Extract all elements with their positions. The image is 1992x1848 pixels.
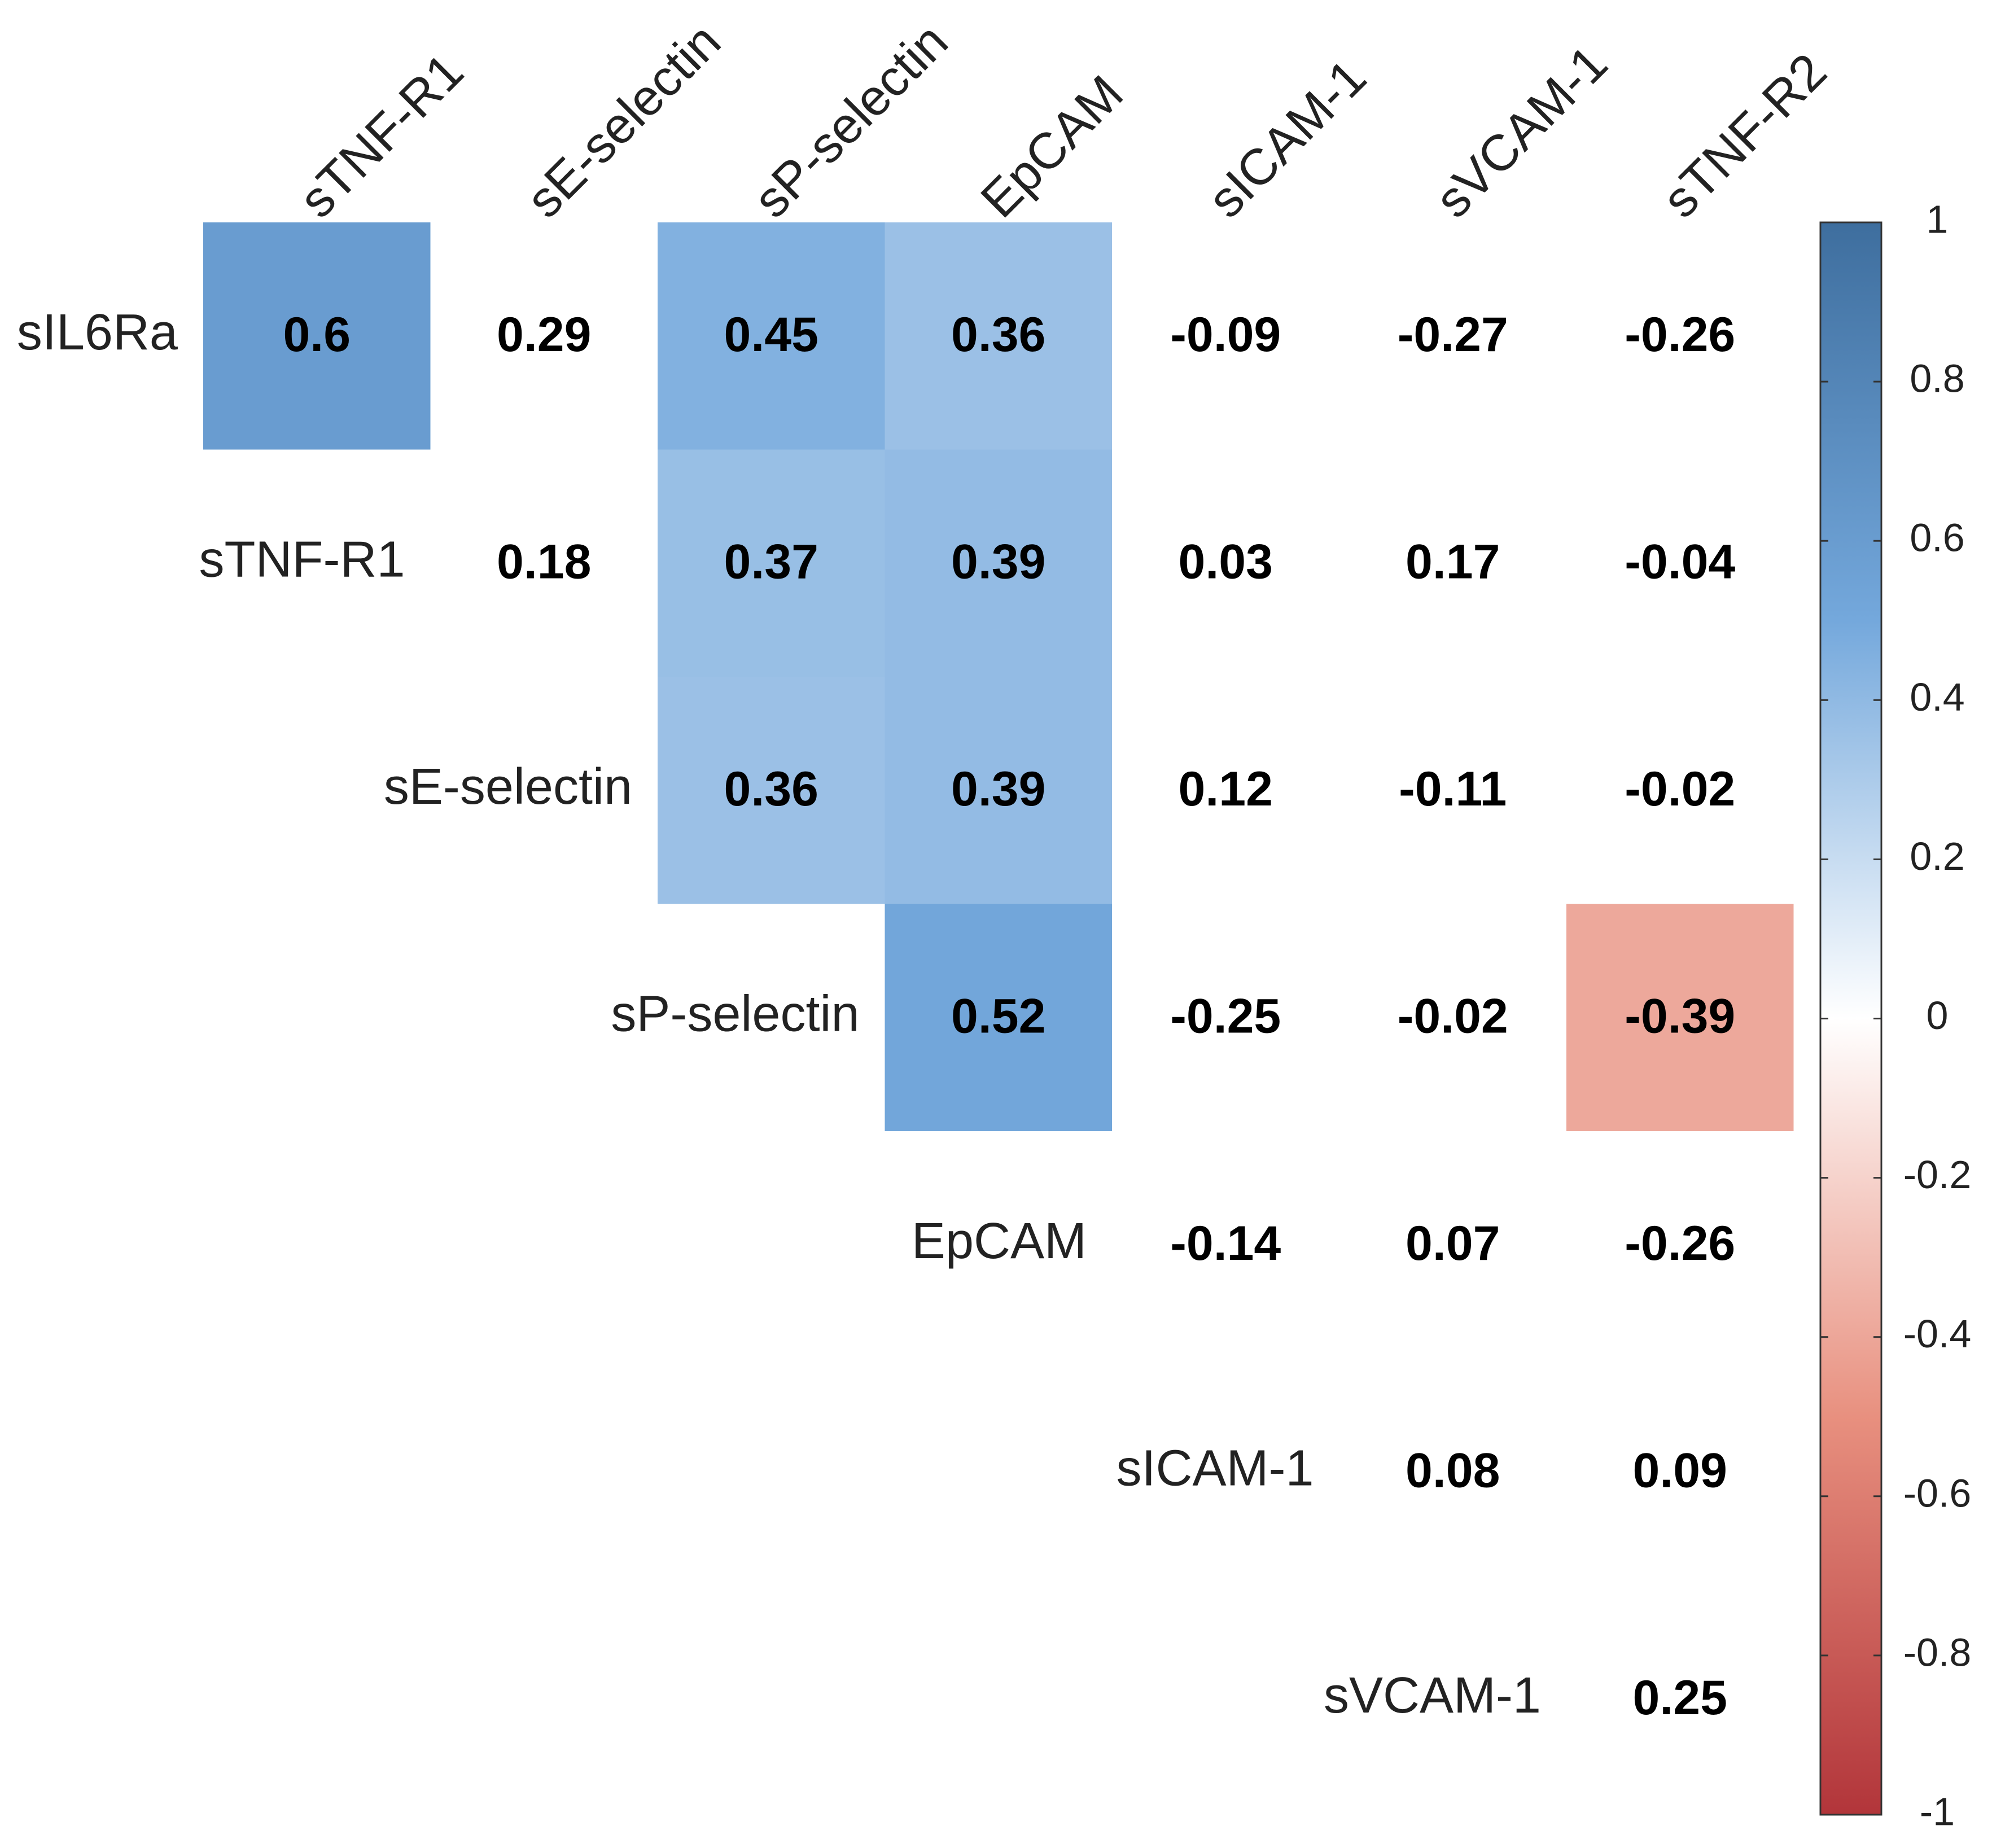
colorbar-tick-label: 0.8	[1910, 357, 1964, 401]
colorbar	[1819, 221, 1882, 1816]
value-label: -0.04	[1625, 535, 1735, 589]
value-label: 0.6	[283, 308, 351, 362]
colorbar-tick-label: -1	[1920, 1789, 1955, 1833]
value-label: 0.37	[724, 535, 818, 589]
cell	[1566, 904, 1794, 1131]
value-label: 0.09	[1633, 1443, 1727, 1497]
value-label: 0.39	[951, 535, 1045, 589]
column-label: sE-selectin	[516, 13, 732, 229]
column-label: sTNF-R2	[1652, 43, 1837, 229]
cell	[885, 449, 1112, 677]
row-label: sP-selectin	[611, 986, 859, 1043]
value-label: 0.25	[1633, 1671, 1727, 1725]
row-label: sVCAM-1	[1324, 1667, 1541, 1724]
cell	[203, 222, 431, 450]
value-label: -0.02	[1625, 762, 1735, 816]
cell	[658, 222, 885, 450]
value-label: -0.02	[1398, 989, 1508, 1043]
row-label: sIL6Ra	[17, 304, 178, 361]
value-label: -0.25	[1170, 989, 1281, 1043]
value-label: 0.45	[724, 308, 818, 362]
column-label: sP-selectin	[743, 13, 958, 229]
column-label: sVCAM-1	[1425, 35, 1618, 229]
colorbar-tick-label: -0.6	[1903, 1471, 1972, 1515]
value-label: 0.29	[497, 308, 591, 362]
value-label: 0.36	[951, 308, 1045, 362]
column-label: EpCAM	[970, 65, 1134, 229]
colorbar-tick-label: 0	[1927, 993, 1949, 1037]
colorbar-tick-label: -0.2	[1903, 1153, 1972, 1197]
value-label: 0.17	[1406, 535, 1500, 589]
value-label: -0.11	[1399, 762, 1507, 816]
value-label: -0.27	[1398, 308, 1508, 362]
row-label: sICAM-1	[1116, 1440, 1314, 1497]
value-label: 0.07	[1406, 1216, 1500, 1271]
value-label: -0.14	[1170, 1216, 1281, 1271]
column-label: sICAM-1	[1197, 49, 1377, 229]
value-label: -0.26	[1625, 308, 1735, 362]
value-label: 0.36	[724, 762, 818, 816]
column-label: sTNF-R1	[288, 43, 474, 229]
value-label: -0.09	[1170, 308, 1281, 362]
value-label: 0.08	[1406, 1443, 1500, 1497]
value-label: 0.03	[1179, 535, 1273, 589]
colorbar-tick-label: -0.8	[1903, 1630, 1972, 1674]
value-label: -0.39	[1625, 989, 1735, 1043]
row-label: sE-selectin	[384, 759, 632, 815]
cell	[658, 449, 885, 677]
colorbar-tick-label: -0.4	[1903, 1312, 1972, 1356]
cell	[885, 222, 1112, 450]
colorbar-tick-label: 0.6	[1910, 516, 1964, 560]
colorbar-tick-label: 0.2	[1910, 834, 1964, 878]
colorbar-tick-label: 0.4	[1910, 675, 1964, 719]
value-label: 0.18	[497, 535, 591, 589]
row-label: EpCAM	[912, 1213, 1087, 1269]
value-label: -0.26	[1625, 1216, 1735, 1271]
value-label: 0.12	[1179, 762, 1273, 816]
value-label: 0.39	[951, 762, 1045, 816]
colorbar-tick-label: 1	[1927, 197, 1949, 241]
cell	[885, 904, 1112, 1131]
cell	[658, 677, 885, 904]
row-label: sTNF-R1	[199, 532, 405, 588]
cell	[885, 677, 1112, 904]
value-label: 0.52	[951, 989, 1045, 1043]
